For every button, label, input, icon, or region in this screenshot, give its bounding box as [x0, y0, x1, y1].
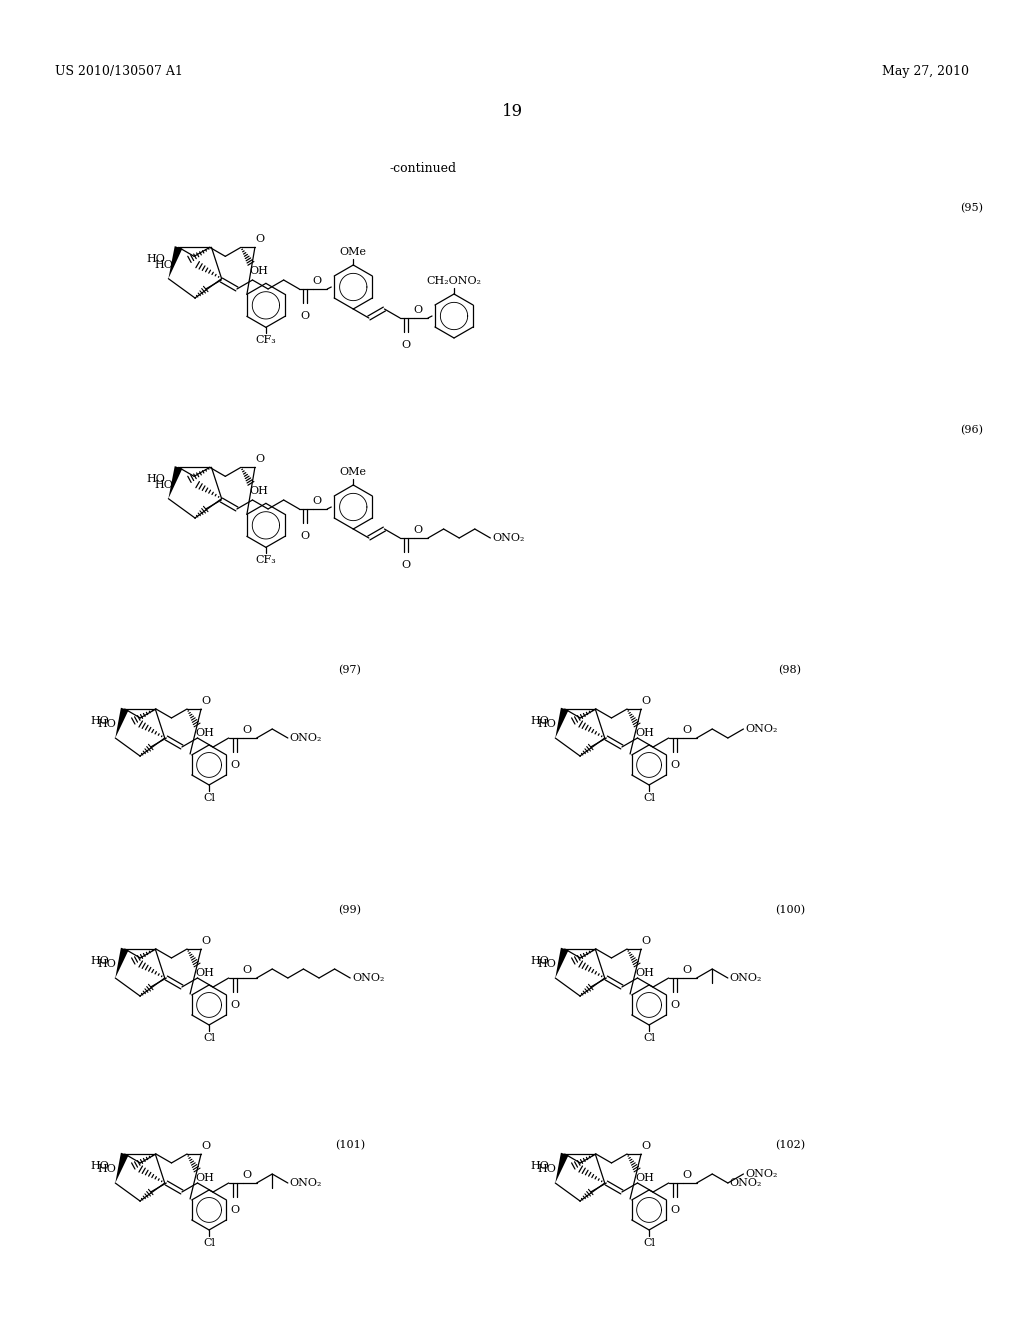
- Text: (95): (95): [961, 203, 983, 213]
- Text: O: O: [301, 312, 310, 321]
- Text: OH: OH: [635, 968, 654, 978]
- Text: HO: HO: [98, 719, 117, 729]
- Text: HO: HO: [98, 960, 117, 969]
- Text: CF₃: CF₃: [256, 556, 276, 565]
- Text: ONO₂: ONO₂: [730, 973, 762, 983]
- Text: US 2010/130507 A1: US 2010/130507 A1: [55, 66, 183, 78]
- Text: Cl: Cl: [643, 1034, 655, 1043]
- Text: O: O: [670, 1205, 679, 1214]
- Text: O: O: [230, 1001, 240, 1010]
- Text: Cl: Cl: [203, 793, 215, 803]
- Text: O: O: [401, 560, 411, 570]
- Text: O: O: [682, 965, 691, 975]
- Text: HO: HO: [538, 960, 557, 969]
- Text: OH: OH: [249, 267, 267, 276]
- Text: (96): (96): [961, 425, 983, 436]
- Text: O: O: [230, 1205, 240, 1214]
- Text: O: O: [255, 235, 264, 244]
- Text: OH: OH: [195, 968, 214, 978]
- Text: ONO₂: ONO₂: [493, 533, 524, 543]
- Polygon shape: [116, 1152, 129, 1183]
- Text: HO: HO: [146, 474, 166, 484]
- Text: O: O: [682, 1170, 691, 1180]
- Text: O: O: [230, 760, 240, 770]
- Text: HO: HO: [530, 956, 549, 966]
- Text: OH: OH: [195, 727, 214, 738]
- Text: (98): (98): [778, 665, 802, 675]
- Text: CH₂ONO₂: CH₂ONO₂: [427, 276, 481, 286]
- Text: OH: OH: [195, 1173, 214, 1183]
- Text: (100): (100): [775, 904, 805, 915]
- Text: CF₃: CF₃: [256, 335, 276, 346]
- Text: HO: HO: [90, 1162, 110, 1171]
- Text: O: O: [242, 965, 251, 975]
- Text: ONO₂: ONO₂: [730, 1177, 762, 1188]
- Text: OH: OH: [249, 486, 267, 496]
- Text: HO: HO: [90, 956, 110, 966]
- Text: ONO₂: ONO₂: [352, 973, 385, 983]
- Text: OMe: OMe: [340, 247, 367, 257]
- Text: (101): (101): [335, 1140, 366, 1150]
- Text: HO: HO: [155, 260, 174, 269]
- Text: O: O: [255, 454, 264, 465]
- Text: O: O: [414, 305, 423, 315]
- Polygon shape: [116, 708, 129, 738]
- Text: Cl: Cl: [203, 1034, 215, 1043]
- Text: HO: HO: [530, 715, 549, 726]
- Text: 19: 19: [502, 103, 522, 120]
- Text: O: O: [414, 525, 423, 535]
- Text: O: O: [201, 696, 210, 706]
- Text: O: O: [641, 1140, 650, 1151]
- Text: ONO₂: ONO₂: [745, 1170, 778, 1179]
- Text: (99): (99): [339, 904, 361, 915]
- Polygon shape: [555, 948, 568, 978]
- Text: OMe: OMe: [340, 467, 367, 477]
- Polygon shape: [555, 708, 568, 738]
- Text: OH: OH: [635, 1173, 654, 1183]
- Text: May 27, 2010: May 27, 2010: [882, 66, 969, 78]
- Polygon shape: [555, 1152, 568, 1183]
- Text: HO: HO: [538, 1164, 557, 1173]
- Text: O: O: [201, 1140, 210, 1151]
- Text: O: O: [641, 696, 650, 706]
- Text: O: O: [301, 531, 310, 541]
- Text: -continued: -continued: [390, 161, 457, 174]
- Text: HO: HO: [530, 1162, 549, 1171]
- Text: O: O: [641, 936, 650, 946]
- Polygon shape: [116, 948, 129, 978]
- Polygon shape: [168, 466, 182, 499]
- Text: ONO₂: ONO₂: [290, 733, 323, 743]
- Text: O: O: [312, 496, 322, 506]
- Text: HO: HO: [98, 1164, 117, 1173]
- Text: (102): (102): [775, 1140, 805, 1150]
- Text: O: O: [201, 936, 210, 946]
- Text: OH: OH: [635, 727, 654, 738]
- Text: ONO₂: ONO₂: [745, 723, 778, 734]
- Text: Cl: Cl: [643, 1238, 655, 1247]
- Text: O: O: [242, 725, 251, 735]
- Text: O: O: [682, 725, 691, 735]
- Text: (97): (97): [339, 665, 361, 675]
- Polygon shape: [168, 246, 182, 279]
- Text: HO: HO: [146, 255, 166, 264]
- Text: O: O: [670, 760, 679, 770]
- Text: O: O: [312, 276, 322, 286]
- Text: HO: HO: [155, 479, 174, 490]
- Text: O: O: [670, 1001, 679, 1010]
- Text: Cl: Cl: [643, 793, 655, 803]
- Text: O: O: [401, 341, 411, 350]
- Text: O: O: [242, 1170, 251, 1180]
- Text: HO: HO: [90, 715, 110, 726]
- Text: ONO₂: ONO₂: [290, 1177, 323, 1188]
- Text: Cl: Cl: [203, 1238, 215, 1247]
- Text: HO: HO: [538, 719, 557, 729]
